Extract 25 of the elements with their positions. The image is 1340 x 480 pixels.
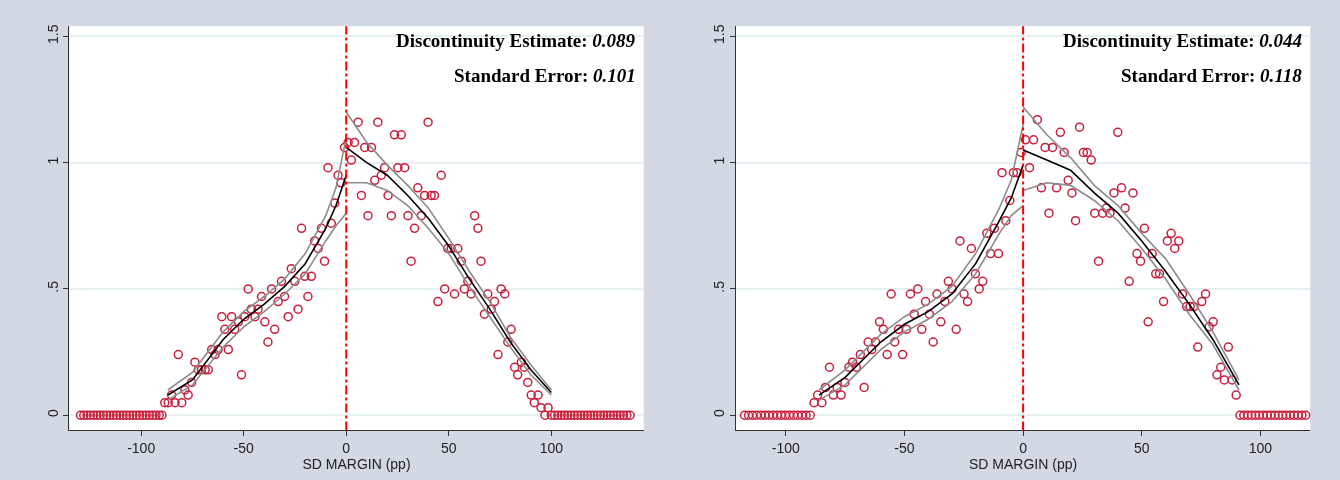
y-tick-label: .5 <box>711 280 728 293</box>
y-tick-label: 1 <box>44 156 61 165</box>
y-tick-label: .5 <box>44 280 61 293</box>
x-tick-label: 0 <box>342 440 351 457</box>
x-tick-label: 0 <box>1019 440 1028 457</box>
x-tick-label: -100 <box>127 440 156 457</box>
annotation: Standard Error: 0.101 <box>454 65 636 86</box>
y-tick-label: 1 <box>711 156 728 165</box>
x-tick-label: 50 <box>1133 440 1150 457</box>
annotation: Discontinuity Estimate: 0.089 <box>396 30 636 51</box>
line-series <box>1022 106 1240 381</box>
x-tick-label: 100 <box>539 440 564 457</box>
x-tick-label: -50 <box>894 440 915 457</box>
y-tick-label: 0 <box>44 409 61 418</box>
annotation: Discontinuity Estimate: 0.044 <box>1063 30 1303 51</box>
x-tick-label: 100 <box>1248 440 1273 457</box>
x-tick-label: -50 <box>233 440 255 457</box>
x-axis-title: SD MARGIN (pp) <box>302 456 411 473</box>
y-tick-label: 1.5 <box>44 24 61 44</box>
y-tick-label: 1.5 <box>711 24 728 44</box>
annotation: Standard Error: 0.118 <box>1121 65 1303 86</box>
y-tick-label: 0 <box>711 409 728 418</box>
x-axis-title: SD MARGIN (pp) <box>969 456 1078 473</box>
x-tick-label: 50 <box>440 440 457 457</box>
x-tick-label: -100 <box>771 440 801 457</box>
